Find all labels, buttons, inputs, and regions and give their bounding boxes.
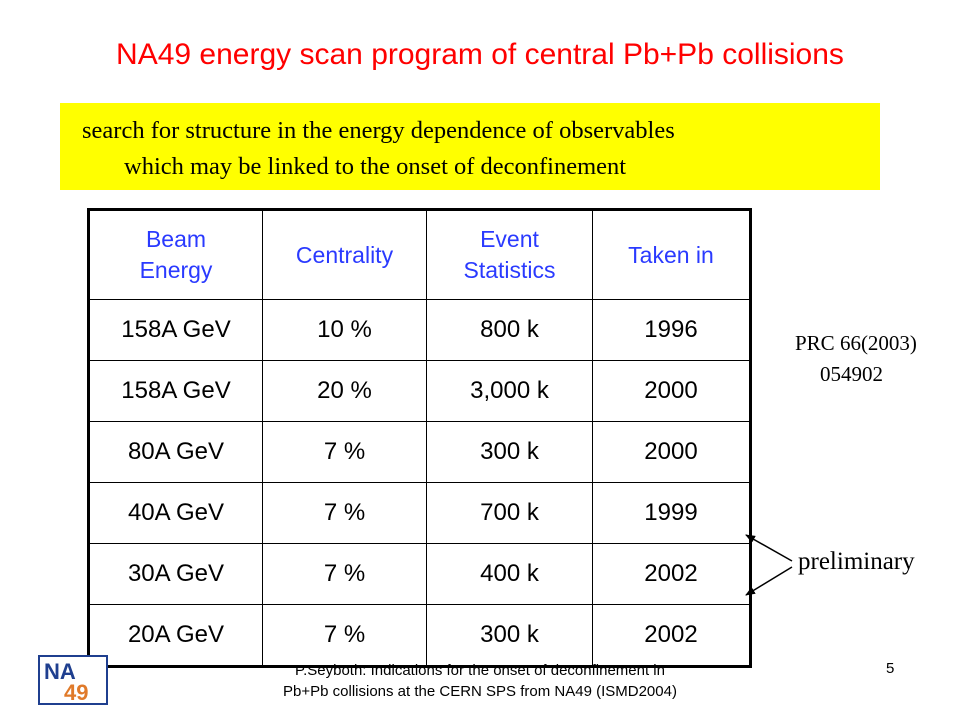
energy-scan-table: Beam Energy Centrality Event Statistics …	[87, 208, 752, 668]
header-taken-in: Taken in	[592, 209, 751, 300]
table-row: 80A GeV 7 % 300 k 2000	[88, 421, 751, 483]
arrow-to-30a-row	[745, 534, 793, 562]
table-row: 40A GeV 7 % 700 k 1999	[88, 482, 751, 544]
banner-line-2: which may be linked to the onset of deco…	[124, 153, 627, 180]
cell-centrality: 20 %	[262, 360, 427, 422]
slide-title: NA49 energy scan program of central Pb+P…	[116, 38, 844, 71]
cell-taken-in: 2002	[592, 604, 751, 667]
footer-caption: P.Seyboth: Indications for the onset of …	[230, 660, 730, 702]
cell-event-statistics: 300 k	[426, 604, 593, 667]
cell-event-statistics: 700 k	[426, 482, 593, 544]
logo-text-bottom: 49	[64, 680, 88, 705]
cell-beam-energy: 158A GeV	[88, 360, 263, 422]
cell-event-statistics: 300 k	[426, 421, 593, 483]
cell-taken-in: 1999	[592, 482, 751, 544]
cell-taken-in: 2002	[592, 543, 751, 605]
banner-line-1: search for structure in the energy depen…	[82, 117, 675, 144]
header-beam-energy-line-1: Beam	[145, 226, 207, 252]
table-header-row: Beam Energy Centrality Event Statistics …	[88, 209, 751, 300]
cell-centrality: 7 %	[262, 482, 427, 544]
cell-centrality: 7 %	[262, 604, 427, 667]
highlight-banner: search for structure in the energy depen…	[60, 103, 880, 190]
header-beam-energy-line-2: Energy	[139, 257, 213, 283]
reference-line-2: 054902	[820, 362, 883, 386]
table-row: 30A GeV 7 % 400 k 2002	[88, 543, 751, 605]
table-row: 20A GeV 7 % 300 k 2002	[88, 604, 751, 667]
table-row: 158A GeV 20 % 3,000 k 2000	[88, 360, 751, 422]
cell-event-statistics: 3,000 k	[426, 360, 593, 422]
header-event-statistics-line-2: Statistics	[463, 257, 556, 283]
preliminary-label: preliminary	[798, 548, 915, 575]
footer-line-2: Pb+Pb collisions at the CERN SPS from NA…	[283, 683, 677, 700]
logo-text-top: NA	[44, 659, 76, 684]
header-event-statistics-line-1: Event	[480, 226, 539, 252]
cell-beam-energy: 20A GeV	[88, 604, 263, 667]
cell-taken-in: 1996	[592, 299, 751, 361]
reference-citation: PRC 66(2003) 054902	[795, 328, 917, 390]
cell-centrality: 10 %	[262, 299, 427, 361]
cell-taken-in: 2000	[592, 421, 751, 483]
cell-beam-energy: 40A GeV	[88, 482, 263, 544]
cell-event-statistics: 400 k	[426, 543, 593, 605]
arrow-to-20a-row	[745, 566, 793, 596]
table-row: 158A GeV 10 % 800 k 1996	[88, 299, 751, 361]
cell-beam-energy: 30A GeV	[88, 543, 263, 605]
cell-centrality: 7 %	[262, 421, 427, 483]
footer-line-1: P.Seyboth: Indications for the onset of …	[295, 662, 665, 679]
reference-line-1: PRC 66(2003)	[795, 331, 917, 355]
page-number: 5	[886, 660, 895, 677]
header-event-statistics: Event Statistics	[426, 209, 593, 300]
cell-taken-in: 2000	[592, 360, 751, 422]
na49-logo: NA 49	[38, 655, 108, 705]
